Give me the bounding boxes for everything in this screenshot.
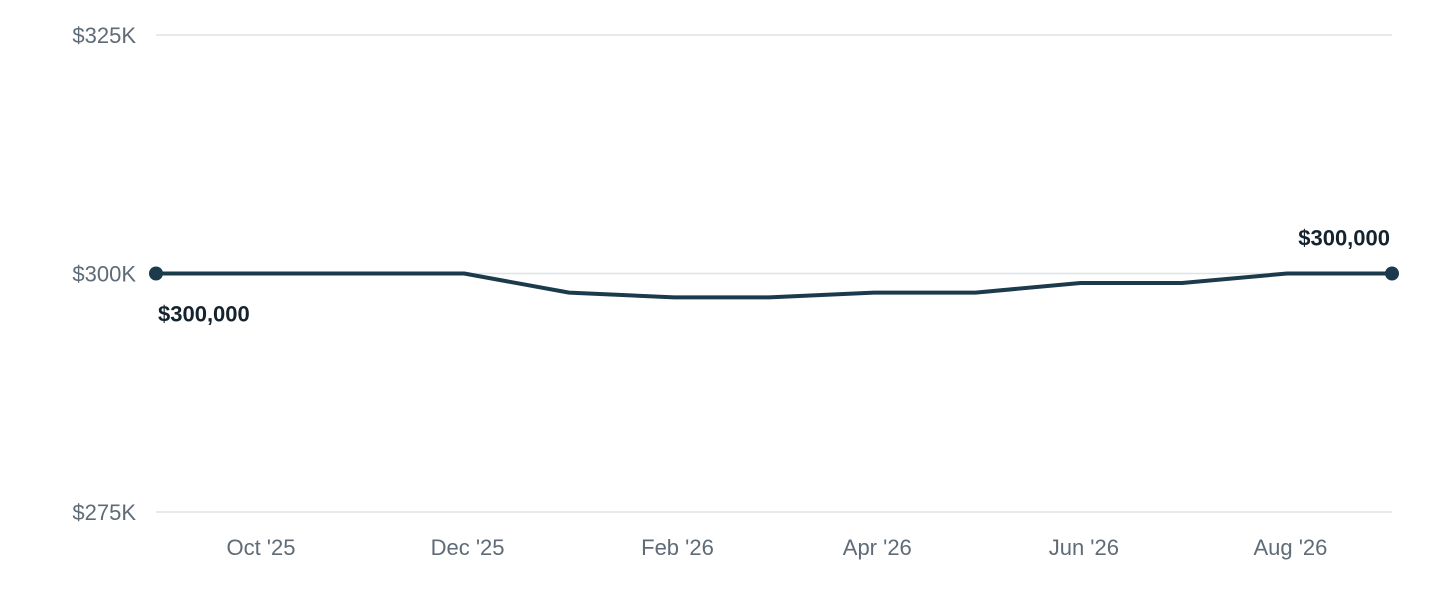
y-tick-label: $325K [72, 23, 136, 48]
y-axis-ticks: $325K $300K $275K [72, 23, 136, 525]
x-tick-label: Apr '26 [843, 535, 912, 560]
x-tick-label: Dec '25 [431, 535, 505, 560]
start-value-label: $300,000 [158, 302, 250, 327]
end-value-label: $300,000 [1298, 226, 1390, 251]
x-tick-label: Aug '26 [1253, 535, 1327, 560]
x-tick-label: Oct '25 [226, 535, 295, 560]
series-line [154, 271, 1394, 300]
end-point-marker[interactable] [1385, 266, 1399, 281]
start-point-marker[interactable] [149, 266, 163, 281]
y-tick-label: $300K [72, 262, 136, 287]
x-tick-label: Jun '26 [1049, 535, 1119, 560]
series-group [149, 266, 1399, 300]
data-labels: $300,000 $300,000 [158, 226, 1390, 327]
x-tick-label: Feb '26 [641, 535, 714, 560]
x-axis-ticks: Oct '25 Dec '25 Feb '26 Apr '26 Jun '26 Aug '… [226, 535, 1327, 560]
y-tick-label: $275K [72, 500, 136, 525]
